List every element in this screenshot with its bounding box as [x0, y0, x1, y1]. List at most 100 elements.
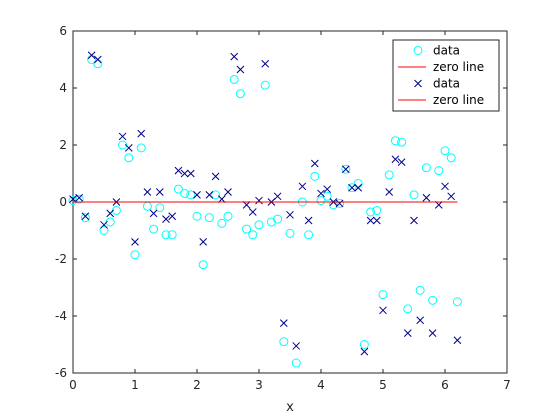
- x-axis-ticks: 0 1 2 3 4 5 6 7: [69, 31, 511, 392]
- legend-label: zero line: [433, 93, 484, 107]
- series-0: [68, 55, 462, 368]
- data-point-circle: [372, 206, 382, 216]
- data-point-circle: [359, 340, 369, 349]
- data-point-circle: [316, 196, 326, 206]
- data-point-circle: [229, 74, 239, 84]
- y-tick-label: -6: [55, 366, 67, 380]
- data-point-x: [199, 238, 208, 246]
- data-point-circle: [452, 297, 462, 307]
- data-point-x: [434, 200, 443, 209]
- y-tick-label: 6: [59, 24, 67, 38]
- data-point-circle: [155, 203, 165, 213]
- data-point-x: [186, 169, 195, 178]
- data-point-x: [205, 191, 214, 199]
- data-point-circle: [273, 214, 283, 224]
- data-point-x: [131, 238, 139, 246]
- x-axis-label: x: [286, 400, 294, 415]
- data-point-x: [193, 191, 201, 199]
- data-point-x: [410, 216, 418, 225]
- data-point-circle: [335, 198, 345, 208]
- data-point-circle: [260, 80, 270, 90]
- y-tick-label: -2: [55, 252, 67, 266]
- x-tick-label: 2: [193, 378, 201, 392]
- data-point-circle: [167, 230, 177, 240]
- data-point-circle: [421, 163, 431, 173]
- data-point-x: [137, 129, 146, 138]
- x-tick-label: 4: [317, 378, 325, 392]
- data-point-x: [360, 347, 369, 356]
- y-tick-label: 0: [59, 195, 67, 209]
- data-point-x: [180, 169, 189, 178]
- data-point-circle: [291, 358, 301, 368]
- data-point-x: [273, 192, 282, 201]
- x-tick-label: 1: [131, 378, 139, 392]
- data-point-x: [428, 329, 437, 337]
- data-point-circle: [428, 295, 438, 305]
- data-point-circle: [285, 228, 295, 238]
- data-point-circle: [235, 89, 245, 99]
- data-point-circle: [384, 170, 394, 180]
- data-point-x: [255, 196, 263, 205]
- data-point-circle: [397, 137, 407, 147]
- data-point-circle: [211, 190, 221, 200]
- data-point-x: [248, 208, 257, 216]
- data-point-x: [379, 306, 387, 315]
- data-point-circle: [99, 226, 109, 235]
- data-point-circle: [347, 183, 357, 193]
- data-point-x: [354, 183, 363, 192]
- data-point-x: [298, 182, 307, 191]
- data-point-x: [372, 216, 381, 225]
- data-point-circle: [124, 153, 134, 163]
- data-point-circle: [434, 166, 444, 176]
- data-point-circle: [161, 230, 171, 240]
- data-point-circle: [223, 211, 233, 221]
- data-point-circle: [279, 337, 289, 347]
- data-point-circle: [74, 194, 84, 204]
- x-tick-label: 6: [441, 378, 449, 392]
- x-tick-label: 5: [379, 378, 387, 392]
- data-point-x: [416, 316, 425, 325]
- y-tick-label: -4: [55, 309, 67, 323]
- data-point-circle: [415, 285, 425, 295]
- data-point-circle: [248, 230, 258, 240]
- data-point-circle: [192, 211, 202, 221]
- data-point-x: [224, 188, 232, 196]
- data-point-x: [149, 209, 158, 218]
- data-point-x: [341, 165, 350, 174]
- data-point-x: [403, 329, 412, 337]
- data-point-circle: [341, 164, 351, 174]
- data-point-x: [242, 200, 251, 209]
- legend-label: data: [433, 77, 460, 91]
- data-point-circle: [446, 153, 456, 163]
- x-tick-label: 0: [69, 378, 77, 392]
- data-point-x: [75, 193, 84, 202]
- data-point-circle: [390, 136, 400, 146]
- data-point-circle: [149, 224, 159, 234]
- data-point-circle: [173, 184, 183, 194]
- legend-x-swatch: [414, 79, 422, 88]
- data-point-x: [279, 319, 288, 327]
- data-point-x: [447, 192, 456, 201]
- data-point-x: [453, 336, 462, 345]
- data-point-circle: [198, 260, 208, 270]
- data-point-circle: [80, 213, 90, 223]
- data-point-x: [397, 158, 406, 166]
- legend-circle-swatch: [413, 46, 423, 55]
- data-point-circle: [304, 230, 314, 240]
- legend-label: zero line: [433, 60, 484, 74]
- data-point-x: [286, 210, 294, 219]
- y-tick-label: 2: [59, 138, 67, 152]
- data-point-x: [230, 52, 239, 61]
- data-point-circle: [378, 290, 388, 300]
- data-point-x: [211, 172, 220, 181]
- data-point-x: [69, 195, 77, 204]
- legend-box: [392, 39, 500, 112]
- data-point-circle: [254, 220, 264, 230]
- y-tick-label: 4: [59, 81, 67, 95]
- data-point-circle: [310, 171, 320, 181]
- data-point-x: [348, 183, 356, 192]
- data-point-x: [391, 155, 400, 164]
- data-point-circle: [409, 190, 419, 200]
- data-point-x: [310, 159, 319, 168]
- data-point-circle: [440, 146, 450, 156]
